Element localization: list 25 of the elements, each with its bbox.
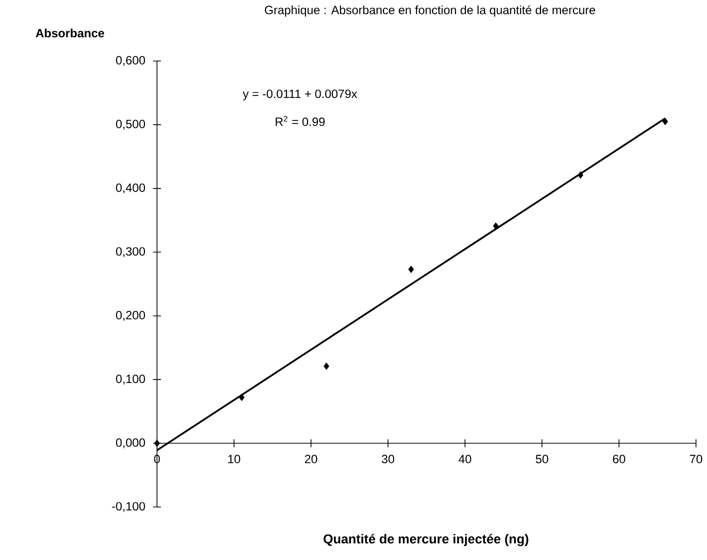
- y-tick-label: -0,100: [112, 502, 146, 512]
- point: [238, 394, 245, 402]
- point: [324, 362, 330, 370]
- annotation: R$^{2}$ = 0.99: [276, 116, 325, 126]
- x-tick-label: 70: [690, 454, 702, 464]
- y-tick-label: 0,300: [116, 247, 146, 258]
- x-tick-label: 20: [304, 454, 318, 464]
- annotation: y = -0.0111 + 0.0079x: [242, 90, 358, 100]
- point: [578, 171, 584, 179]
- y-tick-label: 0,100: [116, 374, 146, 385]
- x-tick-label: 30: [382, 454, 394, 464]
- point: [662, 118, 668, 126]
- y-tick-label: 0,200: [116, 310, 146, 321]
- x-tick-label: 40: [458, 454, 472, 464]
- y-tick-label: 0,000: [116, 438, 146, 448]
- x-tick-label: 10: [228, 454, 240, 464]
- y-tick-label: 0,400: [116, 183, 146, 194]
- x-axis-title: Quantité de mercure injectée (ng): [324, 534, 528, 546]
- x-tick-label: 50: [536, 454, 548, 464]
- y-axis-title: Absorbance: [36, 28, 104, 38]
- chart-title: Graphique : Absorbance en fonction de la quantité de mercure: [264, 5, 596, 17]
- y-tick-label: 0,600: [116, 56, 146, 66]
- point: [408, 266, 414, 274]
- x-tick-label: 60: [612, 454, 626, 464]
- y-tick-label: 0,500: [116, 120, 146, 130]
